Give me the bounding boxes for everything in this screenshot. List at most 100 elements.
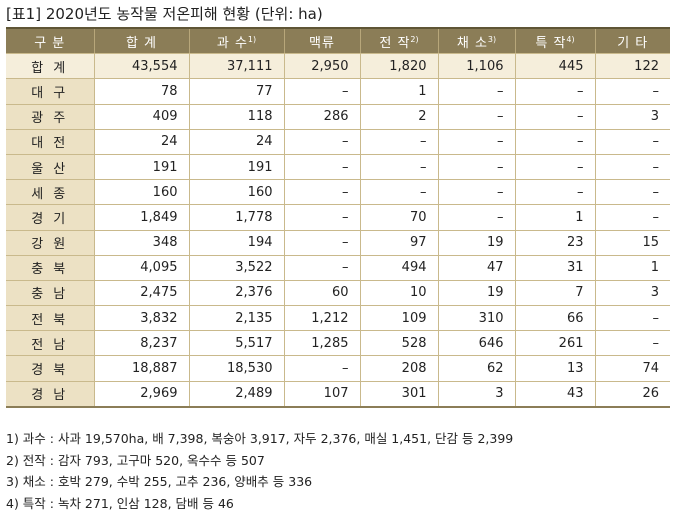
value-cell: – (515, 129, 596, 155)
value-cell: 445 (515, 53, 596, 80)
value-cell: 194 (189, 230, 285, 256)
value-cell: 409 (94, 104, 190, 130)
table-row: 울 산 191 191– – – – – (6, 154, 670, 181)
value-cell: 118 (189, 104, 285, 130)
value-cell: 160 (189, 179, 285, 206)
value-cell: 24 (189, 129, 285, 155)
value-cell: 4,095 (94, 255, 190, 281)
value-cell: 13 (515, 355, 596, 382)
value-cell: – (595, 154, 670, 181)
value-cell: – (515, 104, 596, 130)
value-cell: 5,517 (189, 330, 285, 357)
footnote: 4) 특작 : 녹차 271, 인삼 128, 담배 등 46 (6, 495, 234, 511)
value-cell: – (595, 305, 670, 332)
value-cell: 37,111 (189, 53, 285, 80)
value-cell: – (284, 154, 361, 181)
table-row: 강 원 348 194–97 19 23 15 (6, 230, 670, 256)
value-cell: 261 (515, 330, 596, 357)
table-row: 대 전 24 24– – – – – (6, 129, 670, 155)
value-cell: – (284, 230, 361, 256)
footnote: 3) 채소 : 호박 279, 수박 255, 고추 236, 양배추 등 33… (6, 474, 313, 489)
table-row: 충 북 4,095 3,522–494 47 31 1 (6, 255, 670, 281)
value-cell: 3 (595, 104, 670, 130)
value-cell: 43,554 (94, 53, 190, 80)
region-cell: 경 북 (6, 355, 95, 382)
value-cell: 2,135 (189, 305, 285, 332)
value-cell: – (284, 204, 361, 231)
value-cell: – (515, 154, 596, 181)
value-cell: 2,475 (94, 280, 190, 307)
value-cell: 1 (515, 204, 596, 231)
value-cell: – (284, 355, 361, 382)
damage-table: 구 분 합 계 과 수1) 맥류 전 작2) 채 소3) 특 작4) 기 타 합… (6, 27, 670, 408)
value-cell: 208 (360, 355, 439, 382)
value-cell: – (438, 204, 516, 231)
value-cell: 122 (595, 53, 670, 80)
value-cell: – (360, 154, 439, 181)
header-cell: 기 타 (595, 27, 670, 55)
value-cell: – (595, 78, 670, 105)
header-cell: 과 수1) (189, 27, 285, 55)
table-body: 합 계 43,554 37,111 2,950 1,820 1,106 445 122 대 구 7… (6, 53, 670, 408)
table-row: 경 북 18,887 18,530–208 62 13 74 (6, 355, 670, 382)
region-cell: 강 원 (6, 230, 95, 256)
value-cell: – (438, 78, 516, 105)
value-cell: 97 (360, 230, 439, 256)
region-cell: 대 구 (6, 78, 95, 105)
value-cell: 23 (515, 230, 596, 256)
value-cell: 1,849 (94, 204, 190, 231)
value-cell: 2,950 (284, 53, 361, 80)
value-cell: 18,530 (189, 355, 285, 382)
value-cell: – (438, 154, 516, 181)
region-cell: 합 계 (6, 53, 95, 80)
value-cell: 10 (360, 280, 439, 307)
value-cell: 18,887 (94, 355, 190, 382)
value-cell: – (284, 255, 361, 281)
region-cell: 충 남 (6, 280, 95, 307)
value-cell: 19 (438, 280, 516, 307)
value-cell: 191 (189, 154, 285, 181)
value-cell: 109 (360, 305, 439, 332)
table-row: 경 기 1,849 1,778–70–1– (6, 204, 670, 231)
value-cell: – (595, 129, 670, 155)
value-cell: 8,237 (94, 330, 190, 357)
value-cell: 2,969 (94, 381, 190, 408)
value-cell: – (438, 129, 516, 155)
value-cell: – (438, 179, 516, 206)
value-cell: – (360, 129, 439, 155)
value-cell: 2,489 (189, 381, 285, 408)
value-cell: 1,212 (284, 305, 361, 332)
value-cell: 70 (360, 204, 439, 231)
table-title: [표1] 2020년도 농작물 저온피해 현황 (단위: ha) (6, 5, 323, 23)
footnote-marker: 3) (487, 34, 497, 44)
value-cell: – (284, 129, 361, 155)
footnote-marker: 2) (410, 34, 419, 44)
value-cell: 348 (94, 230, 190, 256)
table-row: 세 종 160 160– – – – – (6, 179, 670, 206)
value-cell: 60 (284, 280, 361, 307)
table-row: 대 구 78 77–1– – – (6, 78, 670, 105)
header-cell: 채 소3) (438, 27, 516, 55)
region-cell: 광 주 (6, 104, 95, 130)
header-cell: 맥류 (284, 27, 361, 55)
value-cell: – (595, 330, 670, 357)
table-row: 합 계 43,554 37,111 2,950 1,820 1,106 445 122 (6, 53, 670, 80)
header-cell: 특 작4) (515, 27, 596, 55)
value-cell: 3 (438, 381, 516, 408)
value-cell: 1,285 (284, 330, 361, 357)
region-cell: 충 북 (6, 255, 95, 281)
value-cell: 646 (438, 330, 516, 357)
value-cell: 1 (360, 78, 439, 105)
value-cell: 62 (438, 355, 516, 382)
value-cell: 301 (360, 381, 439, 408)
value-cell: 494 (360, 255, 439, 281)
value-cell: 74 (595, 355, 670, 382)
value-cell: 24 (94, 129, 190, 155)
region-cell: 울 산 (6, 154, 95, 181)
value-cell: – (284, 179, 361, 206)
header-cell: 합 계 (94, 27, 190, 55)
region-cell: 경 기 (6, 204, 95, 231)
value-cell: 43 (515, 381, 596, 408)
footnote-marker: 1) (247, 34, 257, 44)
